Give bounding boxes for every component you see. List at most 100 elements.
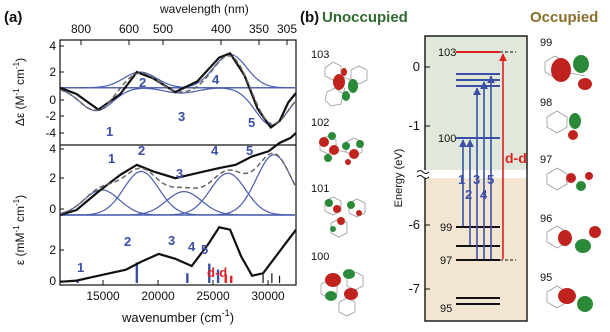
- abs-band-label-3: 3: [176, 166, 183, 181]
- energy-axis-label: Energy (eV): [393, 149, 405, 208]
- orbital-label-103: 103: [311, 49, 329, 61]
- orbital-picture-96: [546, 225, 601, 253]
- calc-spectrum-curve: [59, 226, 297, 283]
- cd-band-label-4: 4: [212, 72, 220, 87]
- energy-tick: -7: [408, 281, 420, 296]
- abs-band-label-1: 1: [108, 151, 115, 166]
- cd-y-axis-label: Δε (M-1 cm-1): [12, 58, 27, 126]
- orbital-label-99: 99: [540, 37, 552, 49]
- abs-y-tick: 2: [49, 171, 56, 185]
- abs-band-label-2: 2: [138, 143, 145, 158]
- orbital-label-101: 101: [311, 183, 329, 195]
- transition-arrows: [459, 75, 495, 259]
- abs-fit-curve: [59, 152, 296, 215]
- axis-break-icon: [416, 170, 432, 179]
- stick-label-1: 1: [77, 260, 84, 275]
- left-orbital-labels: 103 102 101 100: [311, 49, 329, 263]
- stick-label-5: 5: [201, 242, 208, 257]
- top-tick-label: 600: [119, 22, 139, 36]
- cd-y-tick-labels: 4 2 0 -2 -4: [45, 39, 56, 140]
- stick-label-3: 3: [168, 233, 175, 248]
- transition-labels: 1 3 5 2 4: [458, 172, 494, 202]
- energy-tick-labels: 0 -1 -6 -7: [408, 59, 420, 296]
- unoccupied-region: [425, 36, 527, 170]
- energy-tick: -6: [408, 217, 420, 232]
- panel-a-label: (a): [4, 9, 22, 26]
- energy-tick-marks: [425, 66, 430, 290]
- energy-tick: 0: [413, 59, 420, 74]
- orbital-picture-99: [544, 55, 592, 90]
- abs-y-tick: 4: [49, 142, 56, 156]
- plot-frame-a: [59, 39, 297, 286]
- abs-y-tick: 2: [49, 243, 56, 257]
- orbital-picture-95: [546, 285, 593, 312]
- abs-experimental-curve: [59, 132, 297, 217]
- transition-label-4: 4: [480, 187, 488, 202]
- orbital-label-95: 95: [540, 272, 552, 284]
- level-label-97: 97: [440, 255, 452, 267]
- abs-y-tick-labels: 4 2 0 2 0: [49, 142, 56, 288]
- cd-band-label-1: 1: [106, 124, 113, 139]
- top-axis-label: wavelength (nm): [159, 2, 249, 16]
- transition-label-1: 1: [458, 172, 465, 187]
- orbital-picture-102: [319, 132, 364, 165]
- orbital-label-100: 100: [311, 251, 329, 263]
- top-tick-label: 305: [277, 22, 297, 36]
- orbital-label-98: 98: [540, 97, 552, 109]
- energy-levels: [456, 51, 516, 305]
- cd-band-label-5: 5: [248, 115, 255, 130]
- abs-y-tick: 0: [49, 274, 56, 288]
- cd-band-label-2: 2: [139, 75, 146, 90]
- calc-transition-sticks: [76, 262, 281, 283]
- abs-y-axis-label: ε (mM-1 cm-1): [12, 195, 27, 265]
- orbital-label-97: 97: [540, 154, 552, 166]
- stick-label-4: 4: [188, 239, 196, 254]
- top-tick-marks: [80, 40, 288, 45]
- top-tick-label: 800: [71, 22, 91, 36]
- cd-y-tick: 0: [49, 93, 56, 107]
- gaussian-component-5: [60, 87, 296, 126]
- bottom-tick-label: 20000: [141, 289, 175, 303]
- stick-label-2: 2: [124, 234, 131, 249]
- level-label-95: 95: [440, 303, 452, 315]
- top-tick-label: 400: [211, 22, 231, 36]
- top-tick-label: 500: [153, 22, 173, 36]
- cd-y-tick: 2: [49, 65, 56, 79]
- right-orbital-labels: 99 98 97 96 95: [540, 37, 552, 284]
- cd-y-tick: 4: [49, 39, 56, 53]
- top-tick-label: 350: [249, 22, 269, 36]
- level-label-100: 100: [438, 133, 456, 145]
- level-labels: 103 100 99 97 95: [438, 47, 456, 315]
- occupied-title: Occupied: [530, 9, 598, 26]
- cd-y-tick: -4: [45, 126, 56, 140]
- energy-tick: -1: [408, 118, 420, 133]
- gaussian-component-5: [60, 154, 296, 216]
- orbital-picture-103: [324, 61, 368, 107]
- dd-transition-label: d-d: [505, 150, 527, 166]
- orbital-picture-100: [320, 269, 364, 317]
- bottom-tick-label: 25000: [196, 289, 230, 303]
- bottom-tick-label: 30000: [251, 289, 285, 303]
- transition-label-2: 2: [465, 187, 472, 202]
- top-tick-labels: 800 600 500 400 350 305: [71, 22, 297, 36]
- gaussian-component-4: [60, 53, 295, 89]
- cd-gaussian-components: [59, 53, 296, 126]
- bottom-tick-labels: 15000 20000 25000 30000: [86, 289, 285, 303]
- orbital-picture-97: [546, 167, 593, 191]
- dd-stick-label: d-d: [207, 265, 227, 280]
- abs-band-label-4: 4: [211, 143, 219, 158]
- abs-band-label-5: 5: [246, 143, 253, 158]
- level-label-99: 99: [440, 222, 452, 234]
- abs-band-labels: 1 2 3 4 5: [108, 143, 253, 181]
- orbital-picture-98: [546, 110, 581, 140]
- bottom-tick-label: 15000: [86, 289, 120, 303]
- orbital-picture-101: [324, 196, 366, 238]
- transition-label-5: 5: [487, 172, 494, 187]
- stick-labels: 1 2 3 4 5: [77, 233, 208, 275]
- cd-band-label-3: 3: [178, 109, 185, 124]
- cd-y-tick: -2: [45, 109, 56, 123]
- bottom-axis-label: wavenumber (cm-1): [121, 308, 234, 325]
- transition-label-3: 3: [473, 172, 480, 187]
- cd-y-tick-marks: [60, 45, 64, 134]
